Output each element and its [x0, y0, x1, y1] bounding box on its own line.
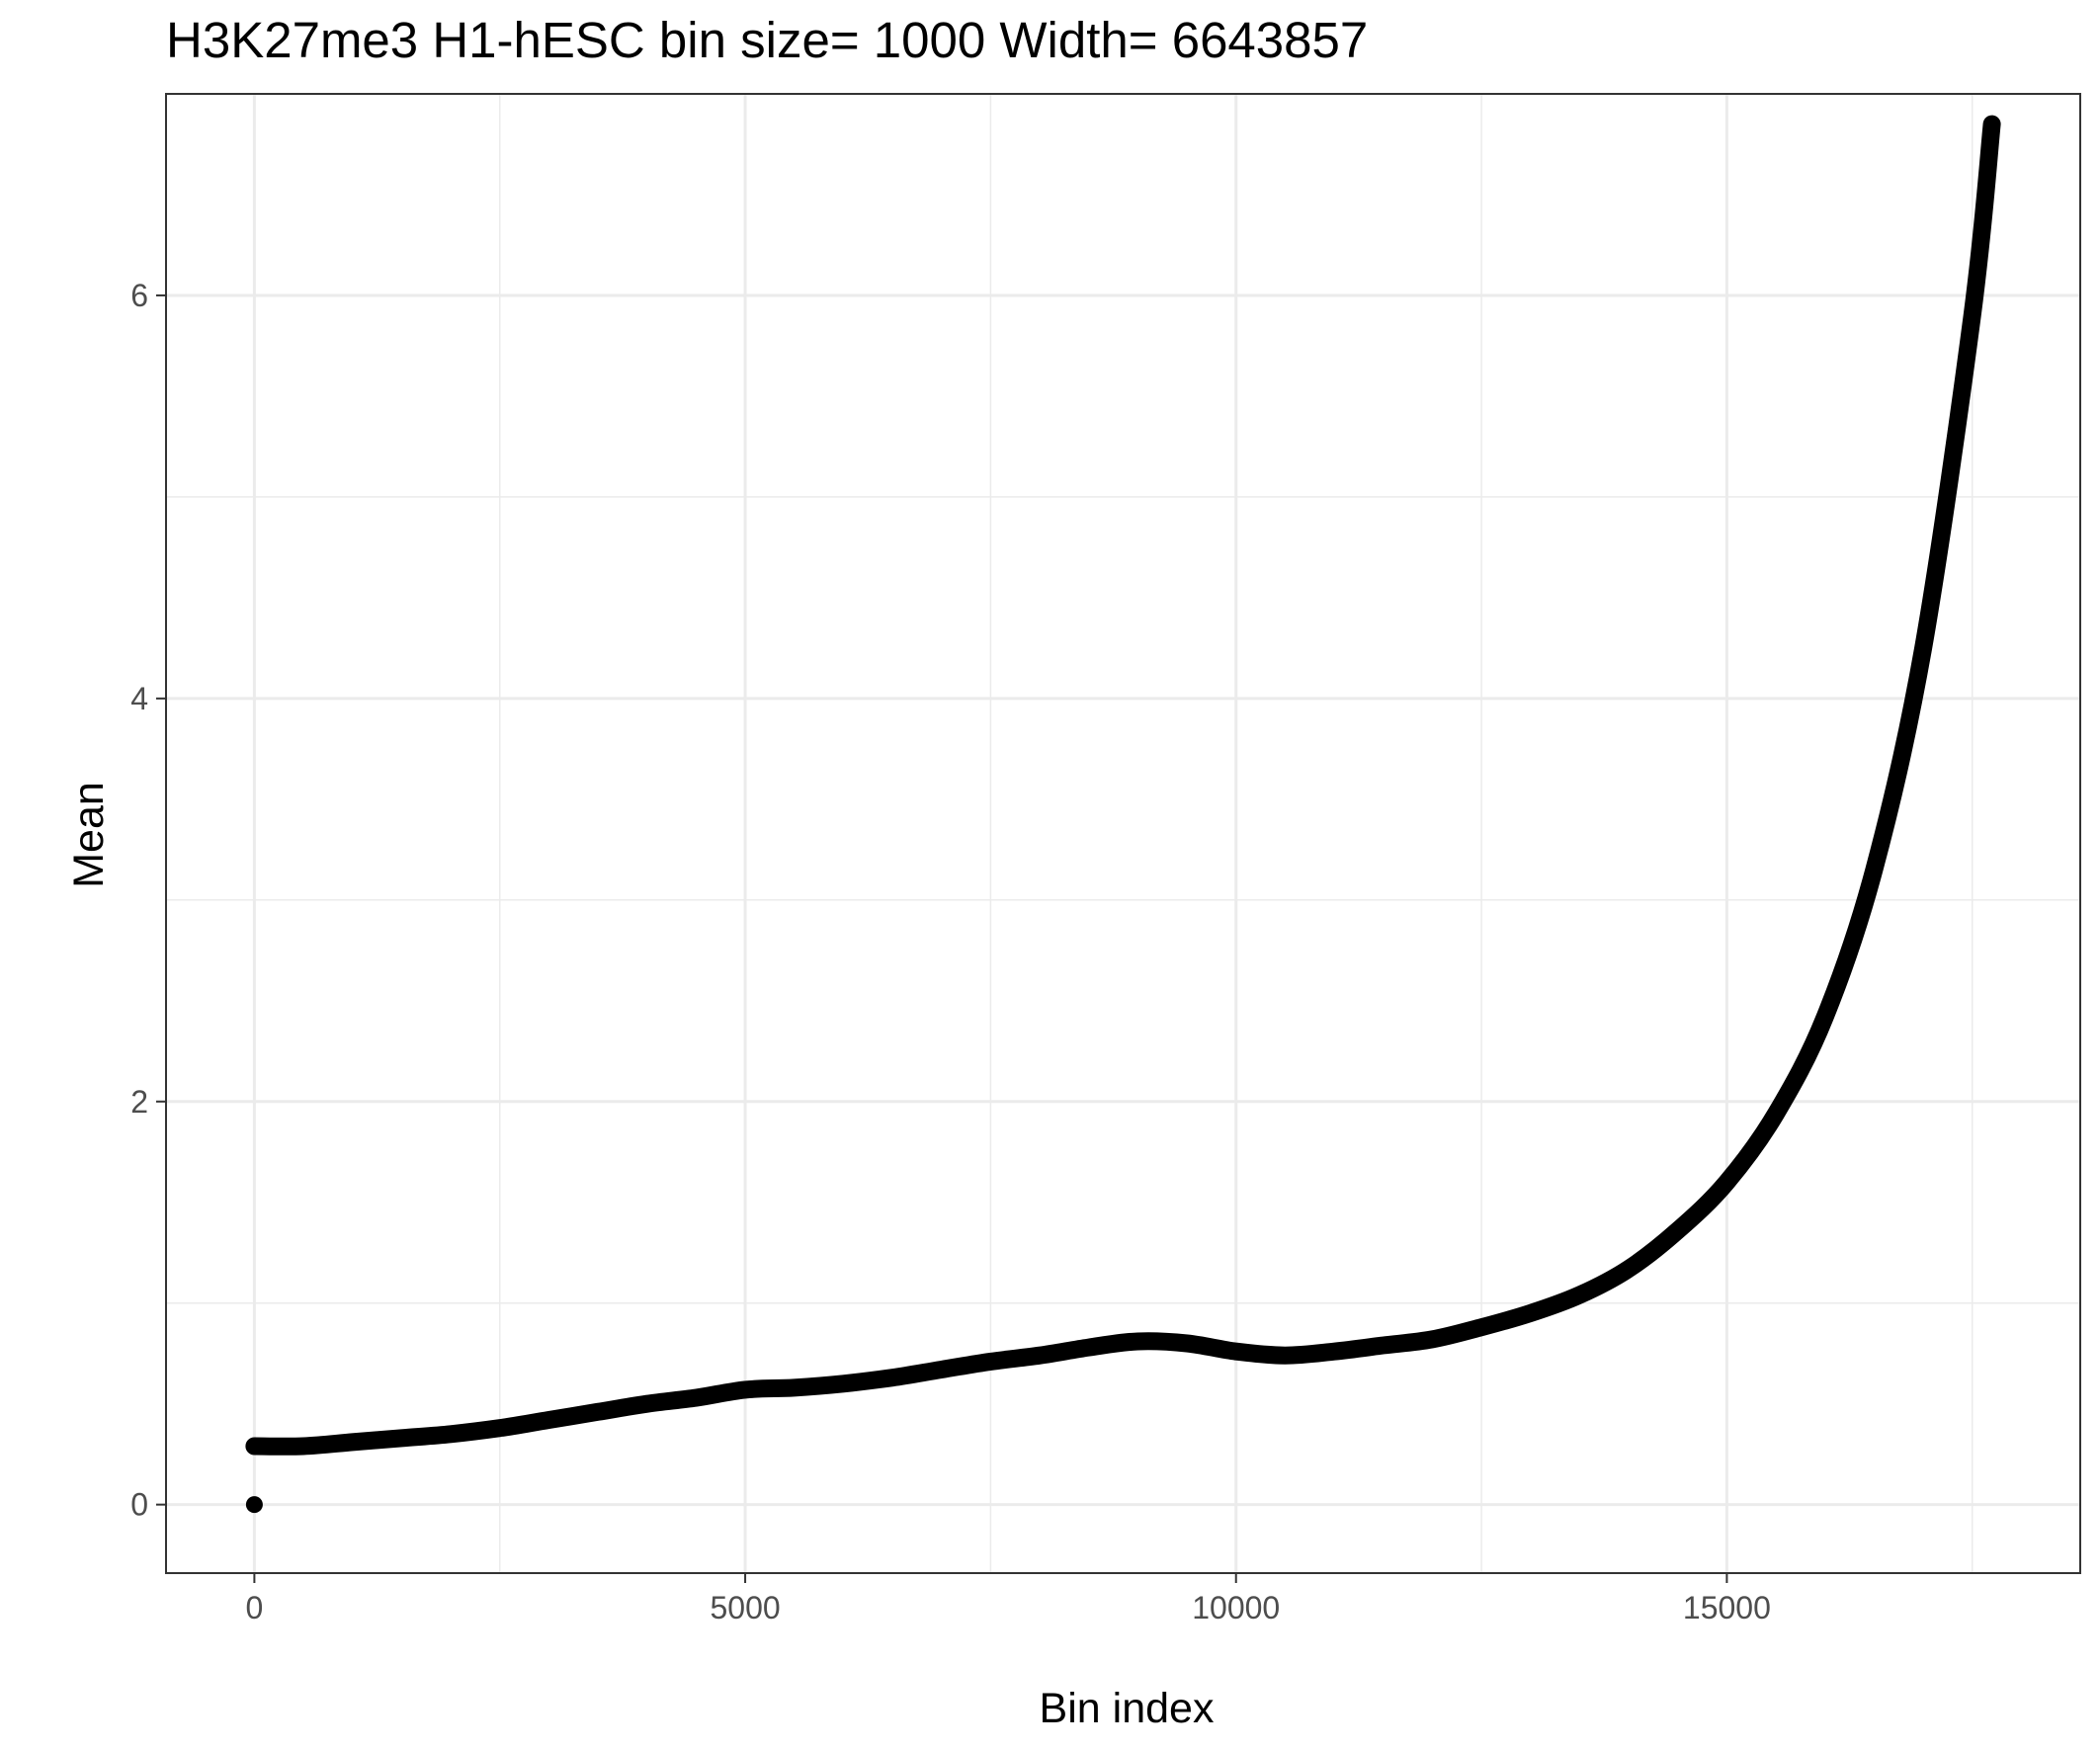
- y-tick-label: 6: [130, 278, 148, 313]
- y-axis-title: Mean: [65, 782, 113, 888]
- x-tick-label: 5000: [710, 1590, 780, 1625]
- data-point: [245, 1496, 263, 1514]
- x-axis-title: Bin index: [1040, 1685, 1215, 1732]
- y-tick-label: 4: [130, 681, 148, 716]
- major-gridlines: [166, 94, 2080, 1573]
- chart-title: H3K27me3 H1-hESC bin size= 1000 Width= 6…: [166, 12, 1368, 68]
- plot-panel-border: [165, 93, 2081, 1574]
- plot-panel-background: [166, 94, 2080, 1573]
- x-tick-label: 15000: [1683, 1590, 1771, 1625]
- y-axis-ticks: 0 2 4 6: [130, 278, 166, 1523]
- x-tick-label: 0: [246, 1590, 264, 1625]
- y-tick-label: 2: [130, 1084, 148, 1120]
- mean-curve: [245, 115, 2001, 1456]
- x-axis-ticks: 0 5000 10000 15000: [246, 1573, 1771, 1625]
- x-tick-label: 10000: [1192, 1590, 1280, 1625]
- y-tick-label: 0: [130, 1487, 148, 1523]
- data-series: [245, 115, 2001, 1514]
